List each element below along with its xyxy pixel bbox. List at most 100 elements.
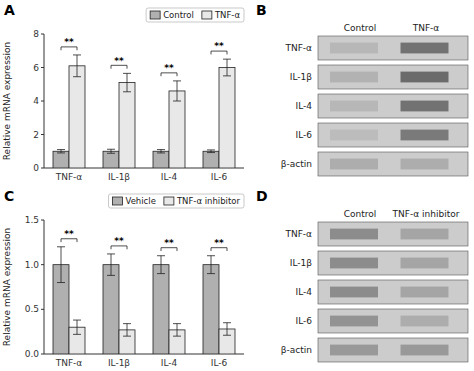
significance-bracket [211, 51, 227, 54]
bar [103, 265, 119, 354]
significance-bracket [61, 239, 77, 242]
row-label: IL-6 [296, 316, 313, 326]
significance-bracket [111, 246, 127, 249]
band [330, 258, 378, 269]
error-bar [173, 324, 181, 337]
error-bar [107, 149, 115, 153]
y-axis-label: Relative mRNA expression [2, 228, 12, 346]
band [330, 229, 378, 240]
panel-label: B [256, 2, 267, 18]
significance-bracket [111, 65, 127, 68]
x-tick-label: TNF-α [55, 358, 83, 368]
x-tick-label: IL-1β [108, 172, 130, 182]
blot-row [318, 94, 468, 118]
legend-label: TNF-α [214, 10, 241, 20]
blot-row [318, 123, 468, 147]
y-tick-label: 0.0 [25, 349, 40, 359]
band [401, 316, 449, 327]
row-label: TNF-α [284, 229, 312, 239]
error-bar [207, 150, 215, 153]
row-label: IL-4 [296, 287, 313, 297]
legend-swatch [164, 197, 174, 205]
legend-swatch [202, 11, 212, 19]
error-bar [73, 55, 81, 77]
x-tick-label: IL-4 [161, 358, 178, 368]
legend-label: TNF-α inhibitor [176, 196, 241, 206]
blot-row [318, 280, 468, 304]
error-bar [223, 59, 231, 76]
significance-label: ** [64, 229, 74, 239]
band [330, 101, 378, 112]
row-label: IL-1β [290, 72, 312, 82]
x-tick-label: IL-6 [211, 358, 228, 368]
significance-label: ** [114, 56, 124, 66]
error-bar [173, 81, 181, 101]
x-tick-label: IL-4 [161, 172, 178, 182]
bar-panel: A02468Relative mRNA expression********TN… [2, 2, 244, 182]
error-bar [57, 247, 65, 283]
bar [119, 83, 135, 168]
blot-row [318, 309, 468, 333]
row-label: TNF-α [284, 43, 312, 53]
band [330, 130, 378, 141]
error-bar [223, 323, 231, 336]
bar [219, 68, 235, 169]
blot-row [318, 251, 468, 275]
y-axis-label: Relative mRNA expression [2, 42, 12, 160]
lane-label: TNF-α inhibitor [392, 209, 460, 219]
row-label: IL-4 [296, 101, 313, 111]
bar [103, 151, 119, 168]
band [401, 72, 449, 83]
marks [53, 247, 235, 354]
significance-bracket [211, 248, 227, 251]
significance-label: ** [114, 236, 124, 246]
significance-bracket [161, 248, 177, 251]
blot-row [318, 65, 468, 89]
band [330, 72, 378, 83]
error-bar [123, 324, 131, 337]
y-tick-label: 1.0 [25, 260, 40, 270]
error-bar [57, 150, 65, 153]
panel-label: A [4, 2, 15, 18]
band [401, 229, 449, 240]
lane-label: Control [344, 23, 377, 33]
blot-panel: B Control TNF-α TNF-α IL-1β IL-4 IL-6 β-actin [256, 2, 468, 176]
band [330, 345, 378, 356]
row-label: β-actin [281, 159, 312, 169]
error-bar [73, 320, 81, 334]
y-tick-label: 0.5 [25, 304, 39, 314]
band [330, 316, 378, 327]
bar [153, 265, 169, 354]
marks [53, 55, 235, 168]
row-label: IL-1β [290, 258, 312, 268]
band [401, 101, 449, 112]
bar [203, 151, 219, 168]
error-bar [207, 256, 215, 274]
band [401, 130, 449, 141]
error-bar [157, 256, 165, 274]
figure: A02468Relative mRNA expression********TN… [0, 0, 474, 371]
blot-panel: DControlTNF-α inhibitorTNF-αIL-1βIL-4IL-… [256, 188, 468, 362]
lane-label: Control [344, 209, 377, 219]
bar [153, 151, 169, 168]
significance-label: ** [214, 41, 224, 51]
band [401, 287, 449, 298]
y-tick-label: 1.5 [25, 215, 39, 225]
error-bar [107, 254, 115, 275]
band [401, 159, 449, 170]
lane-label: TNF-α [412, 23, 440, 33]
blot-row [318, 338, 468, 362]
x-tick-label: IL-6 [211, 172, 228, 182]
y-axis [44, 34, 45, 168]
significance-label: ** [164, 63, 174, 73]
y-tick-label: 0 [33, 163, 39, 173]
band [330, 43, 378, 54]
significance-label: ** [164, 238, 174, 248]
row-label: IL-6 [296, 130, 313, 140]
error-bar [157, 150, 165, 153]
panel-label: C [4, 188, 14, 204]
x-tick-label: TNF-α [55, 172, 83, 182]
legend-label: Control [163, 10, 194, 20]
y-axis [44, 220, 45, 354]
significance-bracket [161, 73, 177, 76]
